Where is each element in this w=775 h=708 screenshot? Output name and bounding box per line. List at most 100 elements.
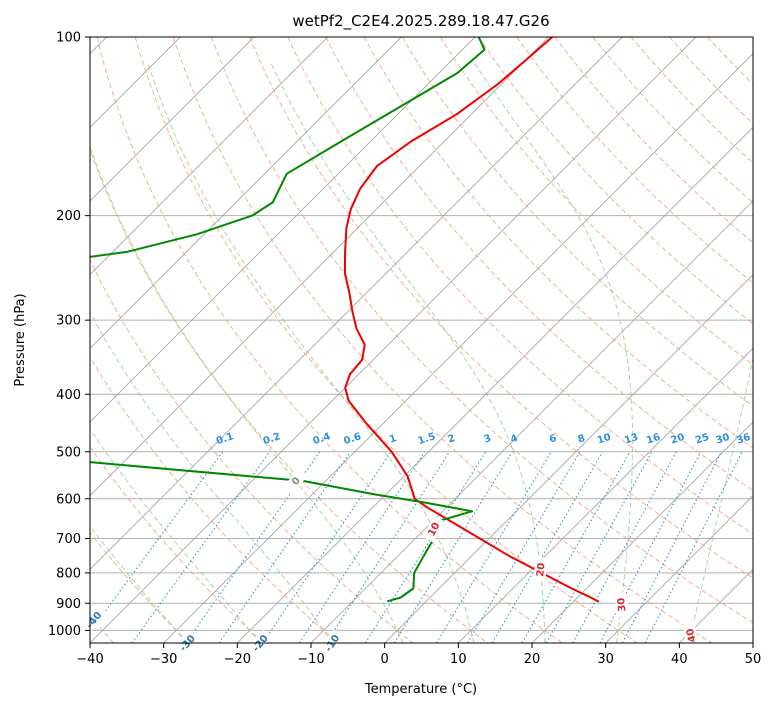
- mixing-ratio-label: 20: [669, 432, 686, 447]
- dry-adiabat-line: [707, 37, 753, 85]
- dry-adiabat-line: [325, 37, 753, 492]
- moist-adiabat-line: [472, 61, 634, 643]
- dry-adiabat-line: [592, 37, 753, 204]
- isotherm-line: [90, 37, 623, 570]
- axes: −40 −30 −20 −10 0 10 20 30 40 5010020030040050060…: [48, 31, 761, 668]
- x-tick-label: −40: [76, 652, 103, 667]
- moist-adiabat-label: 20: [535, 562, 547, 577]
- x-tick-label: −20: [224, 652, 251, 667]
- isotherm-line: [605, 495, 753, 643]
- mixing-ratio-line: [298, 451, 426, 643]
- y-tick-label: 600: [56, 492, 81, 507]
- dry-adiabat-line: [90, 258, 414, 643]
- mixing-ratio-line: [131, 451, 271, 643]
- dry-adiabat-line: [287, 37, 753, 535]
- isotherm-line: [531, 421, 753, 643]
- mixing-ratio-label: 10: [596, 432, 613, 447]
- temperature-profile-line: [343, 37, 600, 603]
- dry-adiabat-line: [90, 148, 488, 643]
- mixing-ratio-label: 6: [548, 433, 558, 446]
- contour-labels: -100-90-80-70-60-50-40-30-20-10010203040…: [81, 431, 752, 657]
- y-tick-label: 500: [56, 445, 81, 460]
- mixing-ratio-label: 0.1: [215, 431, 235, 447]
- isotherm-line: [90, 37, 328, 276]
- mixing-ratio-line: [325, 451, 451, 643]
- dry-adiabat-line: [669, 37, 753, 125]
- dry-adiabat-line: [516, 37, 753, 284]
- dry-adiabat-line: [363, 37, 753, 449]
- x-tick-label: 50: [745, 652, 762, 667]
- chart-title: wetPf2_C2E4.2025.289.18.47.G26: [292, 12, 549, 31]
- isotherm-line: [679, 568, 753, 643]
- y-axis-label: Pressure (hPa): [13, 293, 28, 386]
- x-tick-label: 30: [597, 652, 614, 667]
- mixing-ratio-line: [218, 451, 351, 643]
- y-tick-label: 200: [56, 209, 81, 224]
- moist-adiabat-label-bg: [613, 592, 629, 618]
- mixing-ratio-label: 0.6: [342, 431, 362, 447]
- mixing-ratio-line: [262, 451, 392, 643]
- dry-adiabat-line: [134, 37, 638, 643]
- x-tick-label: −30: [150, 652, 177, 667]
- dry-adiabat-line: [554, 37, 753, 244]
- mixing-ratio-label: 4: [509, 433, 519, 446]
- moist-adiabat-label: 30: [616, 597, 629, 612]
- dry-adiabat-line: [172, 37, 712, 643]
- dry-adiabat-line: [90, 531, 190, 643]
- isotherm-line: [90, 37, 549, 497]
- mixing-ratio-line: [435, 451, 552, 643]
- mixing-ratio-line: [521, 451, 631, 643]
- dry-adiabat-line: [401, 37, 753, 407]
- dry-adiabat-line: [439, 37, 753, 366]
- x-tick-label: 40: [671, 652, 688, 667]
- y-tick-label: 700: [56, 532, 81, 547]
- mixing-ratio-line: [185, 451, 321, 643]
- mixing-ratio-line: [621, 451, 722, 643]
- background-lines: [90, 37, 753, 643]
- isotherm-line: [90, 37, 697, 643]
- x-tick-label: 0: [381, 652, 389, 667]
- dry-adiabat-line: [249, 37, 753, 579]
- moist-adiabat-line: [688, 355, 753, 643]
- x-tick-label: 10: [450, 652, 467, 667]
- dry-adiabat-line: [90, 355, 339, 643]
- mixing-ratio-line: [467, 451, 581, 643]
- mixing-ratio-label: 2: [447, 433, 457, 446]
- y-tick-label: 1000: [48, 624, 81, 639]
- y-tick-label: 900: [56, 597, 81, 612]
- y-tick-label: 300: [56, 314, 81, 329]
- mixing-ratio-line: [393, 451, 513, 643]
- isotherm-line: [310, 200, 753, 643]
- moist-adiabat-line: [269, 61, 546, 643]
- moist-adiabat-label-bg: [81, 606, 106, 633]
- y-tick-label: 400: [56, 388, 81, 403]
- plot-frame: [89, 36, 754, 644]
- mixing-ratio-label: 1.5: [417, 431, 437, 447]
- isotherm-line: [90, 37, 476, 423]
- mixing-ratio-label: 30: [715, 432, 732, 447]
- isotherm-line: [752, 642, 753, 643]
- x-axis-label: Temperature (°C): [364, 682, 477, 697]
- mixing-ratio-line: [545, 451, 653, 643]
- isotherm-line: [384, 274, 753, 643]
- y-tick-label: 800: [56, 566, 81, 581]
- moist-adiabat-label-bg: [422, 515, 445, 543]
- moist-adiabat-line: [146, 61, 475, 643]
- mixing-ratio-line: [572, 451, 677, 643]
- dry-adiabat-line: [630, 37, 753, 164]
- y-tick-label: 100: [56, 31, 81, 46]
- isotherm-line: [90, 37, 402, 349]
- mixing-ratio-label: 3: [483, 433, 493, 446]
- moist-adiabat-label-bg: [533, 557, 548, 583]
- moist-adiabat-label-bg: [682, 622, 700, 649]
- moist-adiabat-line: [90, 311, 333, 643]
- x-tick-label: 20: [524, 652, 541, 667]
- mixing-ratio-label: 1: [388, 433, 398, 446]
- x-tick-label: −10: [297, 652, 324, 667]
- mixing-ratio-label: 16: [645, 432, 662, 447]
- mixing-ratio-line: [644, 451, 743, 643]
- moist-adiabat-label-bg: [283, 467, 308, 495]
- mixing-ratio-line: [599, 451, 702, 643]
- moist-adiabat-label: 40: [685, 627, 699, 643]
- mixing-ratio-line: [491, 451, 603, 643]
